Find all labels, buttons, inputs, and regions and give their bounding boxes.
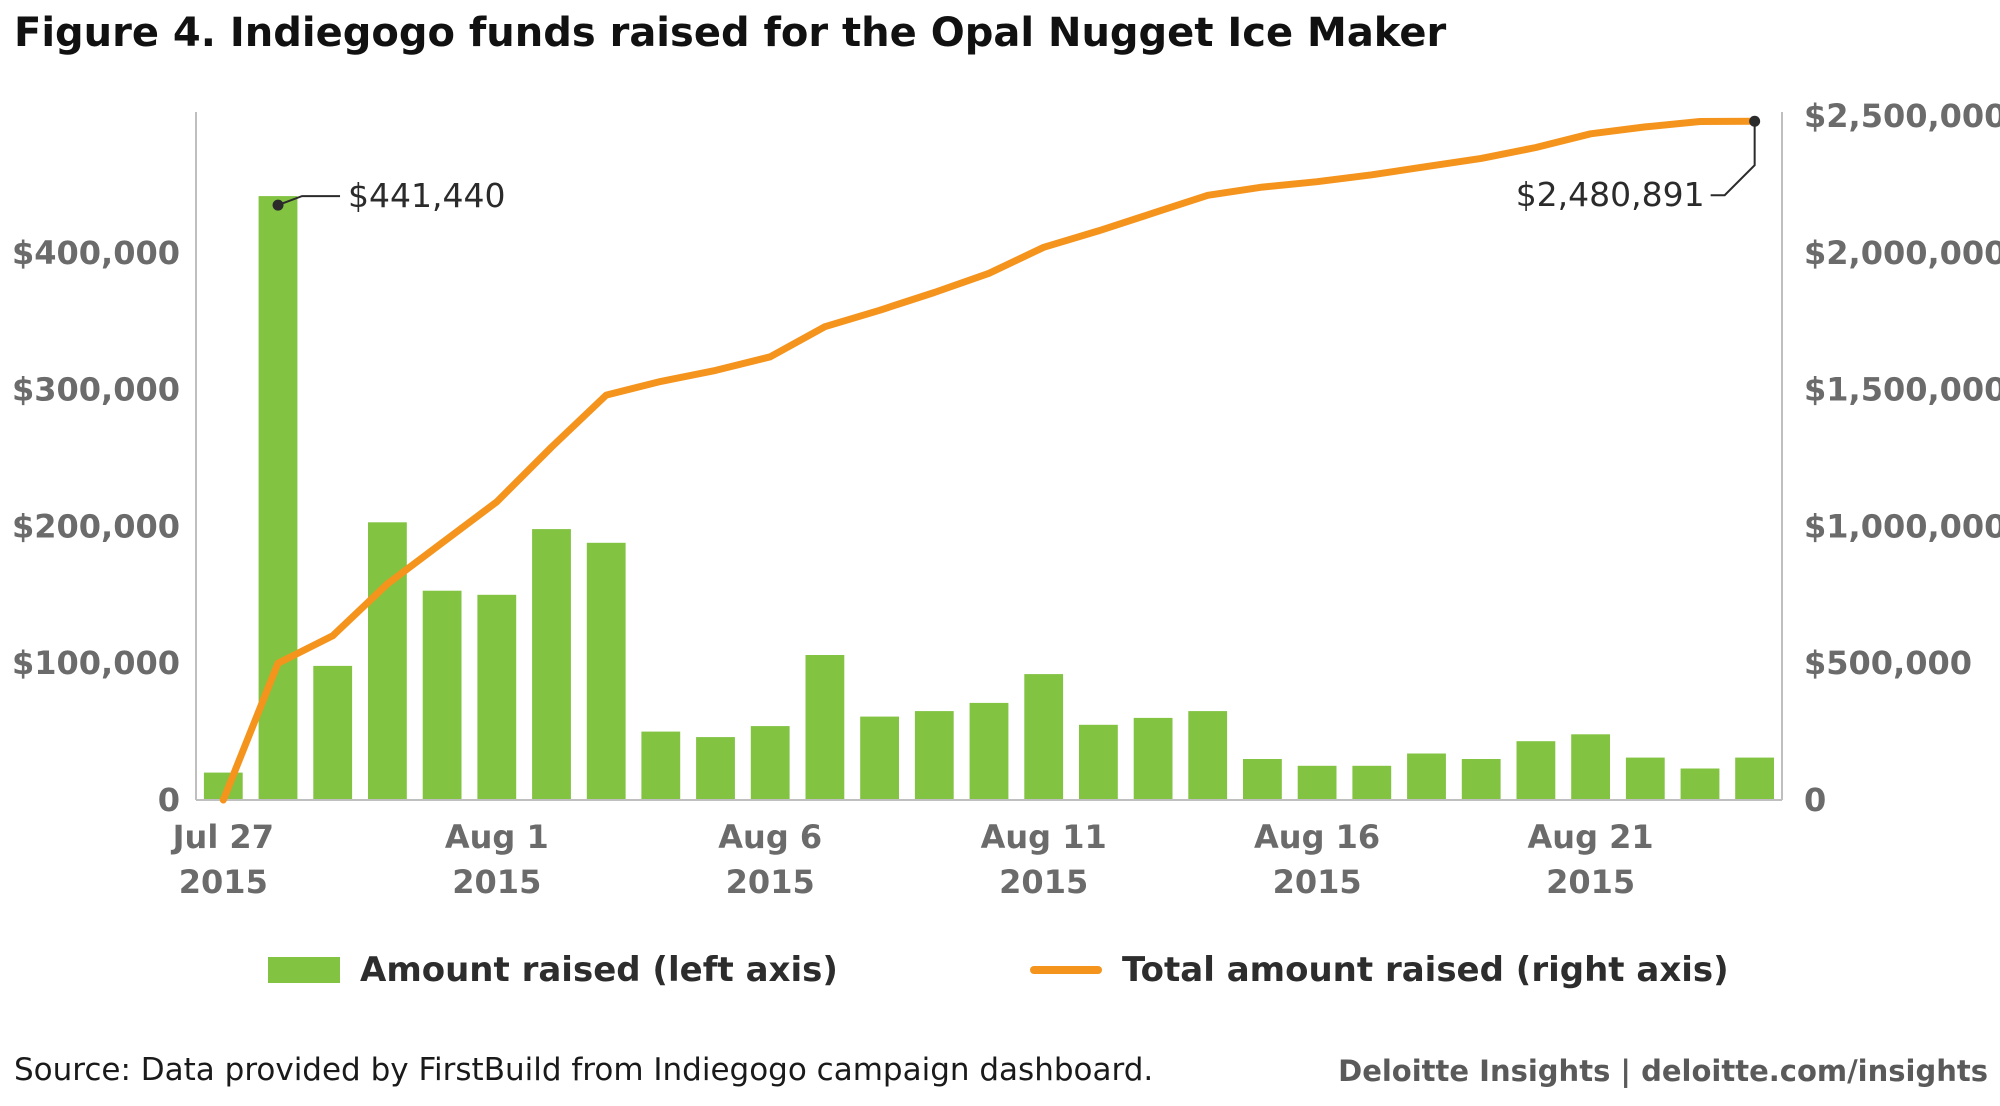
annotation-marker (272, 199, 284, 211)
annotation-total-label: $2,480,891 (1516, 175, 1705, 214)
annotation-leader (277, 195, 341, 207)
x-tick-label: Aug 11 (981, 818, 1107, 856)
x-tick-label: Aug 1 (445, 818, 549, 856)
bar (1407, 753, 1446, 800)
bar (1461, 759, 1501, 800)
bar (1352, 765, 1392, 800)
y-right-tick-label: $1,000,000 (1804, 507, 2000, 545)
bar (1133, 717, 1173, 800)
y-right-tick-label: $2,500,000 (1804, 97, 2000, 135)
legend-item-bar: Amount raised (left axis) (268, 948, 838, 992)
x-tick-label-year: 2015 (726, 863, 815, 901)
bar-series (203, 196, 1774, 801)
x-tick-label: Aug 16 (1254, 818, 1380, 856)
y-right-tick-label: $500,000 (1804, 644, 1972, 682)
y-left-tick-label: $100,000 (12, 644, 180, 682)
bar (914, 711, 954, 800)
bar (1680, 768, 1720, 800)
bar (1516, 741, 1556, 800)
x-tick-label-year: 2015 (452, 863, 541, 901)
legend-bar-label: Amount raised (left axis) (360, 950, 838, 990)
y-right-tick-label: $2,000,000 (1804, 234, 2000, 272)
source-note: Source: Data provided by FirstBuild from… (14, 1052, 1154, 1088)
legend-item-line: Total amount raised (right axis) (1030, 948, 1729, 992)
bar (805, 655, 845, 800)
bar (1024, 674, 1064, 800)
bar (422, 590, 462, 800)
y-left-tick-label: $200,000 (12, 507, 180, 545)
y-left-tick-label: $300,000 (12, 371, 180, 409)
x-tick-label-year: 2015 (1273, 863, 1362, 901)
bar (969, 702, 1009, 800)
bar (532, 529, 571, 800)
bar (696, 737, 735, 800)
tick-labels: 0 $100,000 $200,000 $300,000 $400,000 0 $500,0… (12, 97, 2000, 901)
annotations: $441,440 $2,480,891 (272, 115, 1761, 215)
bar (1243, 759, 1282, 800)
x-tick-label: Aug 6 (718, 818, 822, 856)
brand-credit: Deloitte Insights | deloitte.com/insight… (1338, 1054, 1988, 1088)
x-tick-label: Jul 27 (171, 818, 274, 856)
bar (477, 594, 517, 800)
bar (258, 196, 298, 801)
bar (1079, 724, 1118, 800)
chart-title: Figure 4. Indiegogo funds raised for the… (14, 10, 1447, 56)
bar (641, 731, 681, 800)
x-tick-label-year: 2015 (999, 863, 1088, 901)
bar (1571, 734, 1610, 800)
bar (586, 542, 626, 800)
x-tick-label-year: 2015 (1546, 863, 1635, 901)
y-left-tick-label: $400,000 (12, 234, 180, 272)
x-tick-label-year: 2015 (179, 863, 268, 901)
annotation-leader (1710, 121, 1756, 197)
annotation-peak-label: $441,440 (348, 176, 505, 215)
legend-bar-swatch (268, 957, 340, 983)
bar (1625, 757, 1665, 800)
y-left-tick-label: 0 (158, 781, 180, 819)
bar (1735, 757, 1774, 800)
bar (750, 726, 790, 800)
x-tick-label: Aug 21 (1528, 818, 1654, 856)
y-right-tick-label: $1,500,000 (1804, 371, 2000, 409)
annotation-marker (1749, 115, 1761, 127)
total-raised-line (219, 117, 1759, 804)
line-series (219, 117, 1759, 804)
legend-line-swatch (1030, 966, 1102, 974)
y-right-tick-label: 0 (1804, 781, 1826, 819)
legend-line-label: Total amount raised (right axis) (1122, 950, 1729, 990)
bar (368, 522, 407, 800)
axes (195, 112, 1783, 801)
bar (1188, 711, 1228, 800)
bar (860, 716, 899, 800)
bar (1297, 765, 1337, 800)
bar (313, 665, 353, 800)
